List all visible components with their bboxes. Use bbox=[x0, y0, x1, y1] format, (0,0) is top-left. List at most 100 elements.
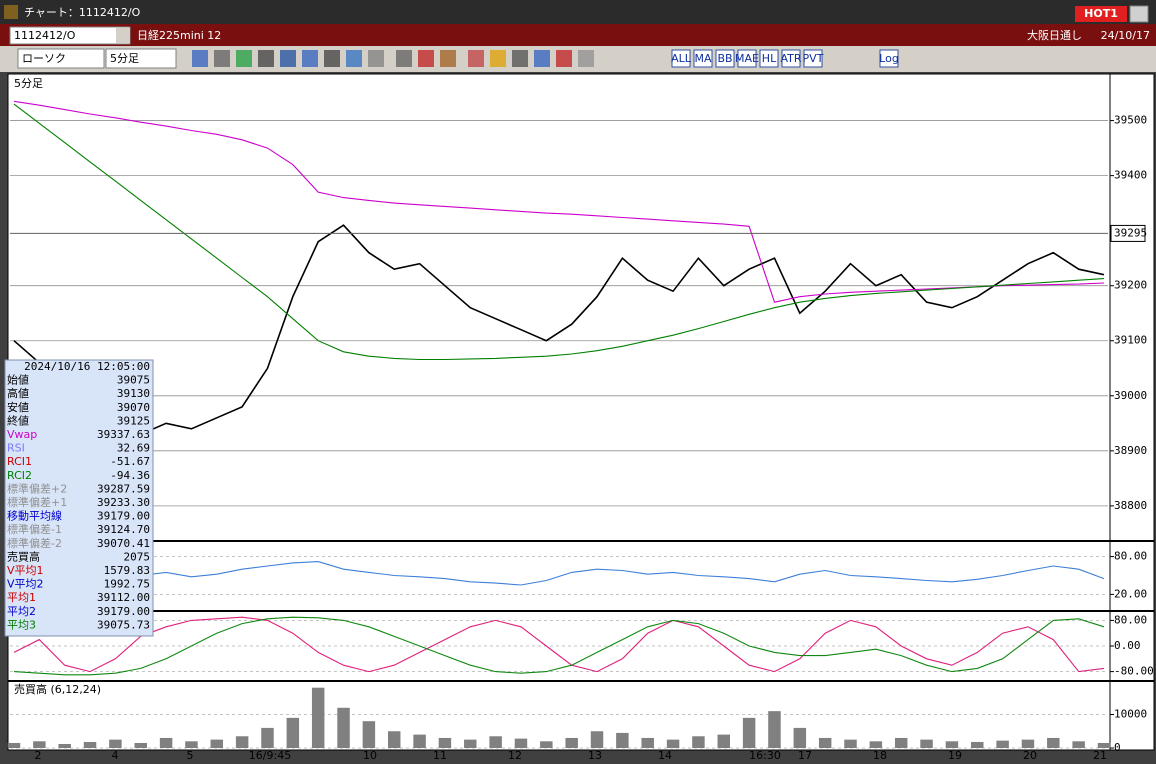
volume-bar bbox=[210, 739, 224, 748]
info-value: 39124.70 bbox=[97, 523, 150, 536]
series-line bbox=[13, 616, 1105, 673]
tool-icon[interactable] bbox=[468, 50, 484, 67]
info-label: 終値 bbox=[7, 413, 29, 427]
window-title: チャート：1112412/O bbox=[24, 6, 141, 19]
tool-label: HL bbox=[762, 52, 777, 65]
y-tick-label: -80.00 bbox=[1114, 665, 1154, 678]
info-label: 高値 bbox=[7, 386, 29, 400]
info-label: RSI bbox=[7, 442, 25, 455]
tool-icon[interactable] bbox=[192, 50, 208, 67]
tool-icon[interactable] bbox=[214, 50, 230, 67]
info-label: 売買高 bbox=[7, 549, 40, 563]
info-value: 39287.59 bbox=[97, 482, 150, 495]
interval-select[interactable] bbox=[105, 48, 177, 69]
tool-icon[interactable] bbox=[302, 50, 318, 67]
volume-bar bbox=[920, 739, 933, 748]
date: 24/10/17 bbox=[1101, 29, 1150, 42]
info-value: 32.69 bbox=[117, 442, 150, 455]
dropdown-button[interactable] bbox=[116, 28, 130, 43]
price-marker: 39295 bbox=[1114, 226, 1147, 239]
x-tick-label: 17 bbox=[798, 749, 812, 760]
tool-button[interactable] bbox=[737, 49, 757, 68]
tool-icon[interactable] bbox=[418, 50, 434, 67]
volume-bar bbox=[996, 740, 1009, 748]
axis-area bbox=[1109, 73, 1155, 751]
tool-icon[interactable] bbox=[534, 50, 550, 67]
info-label: Vwap bbox=[7, 428, 37, 441]
tool-icon[interactable] bbox=[490, 50, 506, 67]
x-tick-label: 12 bbox=[508, 749, 522, 760]
volume-bar bbox=[818, 737, 832, 748]
chart-type-select[interactable] bbox=[17, 48, 105, 69]
info-value: 39112.00 bbox=[97, 591, 150, 604]
x-tick-label: 18 bbox=[873, 749, 887, 760]
tool-icon[interactable] bbox=[396, 50, 412, 67]
x-tick-label: 13 bbox=[588, 749, 602, 760]
tool-icon[interactable] bbox=[368, 50, 384, 67]
y-tick-label: 39100 bbox=[1114, 334, 1147, 347]
volume-bar bbox=[768, 711, 781, 748]
close-button[interactable] bbox=[1129, 5, 1149, 23]
chart-type: ローソク bbox=[22, 52, 66, 65]
tool-icon[interactable] bbox=[578, 50, 594, 67]
header-bar bbox=[0, 24, 1156, 46]
x-tick-label: 10 bbox=[363, 749, 377, 760]
tool-label: BB bbox=[717, 52, 732, 65]
tool-icon[interactable] bbox=[346, 50, 362, 67]
tool-icon[interactable] bbox=[236, 50, 252, 67]
app-icon bbox=[4, 5, 18, 19]
volume-bar bbox=[185, 741, 198, 748]
tool-button[interactable] bbox=[879, 49, 899, 68]
info-label: 始値 bbox=[7, 373, 29, 387]
volume-bar bbox=[692, 736, 705, 748]
tool-button[interactable] bbox=[803, 49, 823, 68]
info-value: 2075 bbox=[124, 550, 151, 563]
info-value: 39075.73 bbox=[97, 618, 150, 631]
tool-icon[interactable] bbox=[280, 50, 296, 67]
volume-bar bbox=[235, 736, 249, 748]
volume-bar bbox=[793, 727, 807, 748]
y-tick-label: 38900 bbox=[1114, 444, 1147, 457]
y-tick-label: 39200 bbox=[1114, 279, 1147, 292]
tool-button[interactable] bbox=[715, 49, 735, 68]
symbol: 1112412/O bbox=[14, 29, 76, 42]
tool-button[interactable] bbox=[693, 49, 713, 68]
tool-button[interactable] bbox=[781, 49, 801, 68]
y-tick-label: 20.00 bbox=[1114, 587, 1147, 600]
info-value: 1992.75 bbox=[104, 578, 150, 591]
info-value: 39179.00 bbox=[97, 510, 150, 523]
tool-button[interactable] bbox=[759, 49, 779, 68]
volume-bar bbox=[1021, 739, 1035, 748]
info-label: 標準偏差-1 bbox=[7, 522, 62, 536]
tool-icon[interactable] bbox=[440, 50, 456, 67]
volume-bar bbox=[945, 741, 959, 748]
info-label: V平均2 bbox=[7, 578, 44, 591]
tool-button[interactable] bbox=[671, 49, 691, 68]
info-value: -51.67 bbox=[110, 455, 150, 468]
info-value: 39070.41 bbox=[97, 537, 150, 550]
info-label: 安値 bbox=[7, 400, 29, 414]
info-label: 平均1 bbox=[7, 591, 36, 604]
title-bar bbox=[0, 0, 1156, 24]
hot-label[interactable]: HOT1 bbox=[1084, 7, 1118, 20]
volume-bar bbox=[1047, 737, 1060, 748]
volume-bar bbox=[616, 732, 629, 748]
tool-icon[interactable] bbox=[324, 50, 340, 67]
info-label: 移動平均線 bbox=[7, 509, 62, 523]
series-line bbox=[13, 561, 1105, 586]
hot-button[interactable] bbox=[1075, 6, 1127, 22]
volume-bar bbox=[894, 737, 908, 748]
main-title: 5分足 bbox=[14, 77, 43, 90]
info-label: RCI2 bbox=[7, 469, 32, 482]
info-label: V平均1 bbox=[7, 564, 44, 577]
info-panel bbox=[4, 359, 154, 637]
tool-icon[interactable] bbox=[258, 50, 274, 67]
volume-bar bbox=[971, 741, 984, 748]
volume-bar bbox=[413, 734, 426, 748]
plot-area bbox=[7, 73, 1111, 751]
tool-icon[interactable] bbox=[556, 50, 572, 67]
tool-icon[interactable] bbox=[512, 50, 528, 67]
volume-bar bbox=[489, 736, 502, 748]
panel-title: 売買高 (6,12,24) bbox=[14, 682, 101, 696]
